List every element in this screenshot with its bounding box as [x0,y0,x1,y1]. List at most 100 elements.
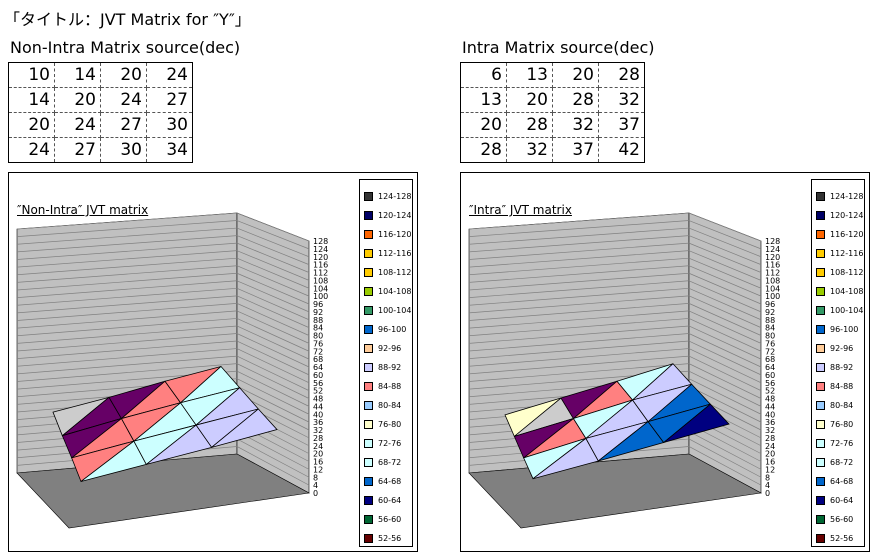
wall-gridline [468,340,690,359]
legend-item: 60-64 [364,494,401,506]
wall-gridline [16,295,238,314]
legend-item: 60-64 [816,494,853,506]
legend-swatch [816,419,825,429]
wall-gridline [16,250,238,268]
legend-swatch [364,514,373,524]
z-tick-label: 96 [313,300,323,309]
wall-gridline [468,363,690,382]
wall-gridline [236,431,310,470]
wall-gridline [16,280,238,298]
legend-swatch [816,362,825,372]
z-tick-label: 68 [765,355,775,364]
intra-source-title: Intra Matrix source(dec) [462,38,655,57]
z-tick-label: 84 [313,324,323,333]
wall-gridline [236,212,310,242]
matrix-cell: 20 [8,112,55,138]
non-intra-chart-plot: 1281241201161121081041009692888480767268… [16,212,328,529]
z-tick-label: 20 [765,450,775,459]
legend-item: 56-60 [816,513,853,525]
wall-gridline [468,333,690,352]
legend-label: 72-76 [830,438,854,448]
legend-label: 68-72 [378,457,402,467]
legend-item: 80-84 [816,399,853,411]
wall-gridline [16,310,238,329]
wall-gridline [236,355,310,391]
legend-swatch [364,210,373,220]
legend-swatch [364,419,373,429]
legend-swatch [816,343,825,353]
wall-gridline [688,370,762,407]
z-tick-label: 128 [313,237,328,246]
wall-gridline [16,272,238,291]
legend-label: 80-84 [378,400,402,410]
legend-label: 120-124 [830,210,864,220]
z-tick-label: 28 [313,434,323,443]
wall-gridline [468,272,690,291]
legend-item: 104-108 [364,285,411,297]
legend-swatch [816,381,825,391]
matrix-cell: 30 [100,137,147,163]
wall-gridline [236,438,310,478]
matrix-cell: 14 [54,62,101,88]
legend-item: 112-116 [816,247,863,259]
z-tick-label: 56 [313,379,323,388]
legend-swatch [364,533,373,543]
non-intra-source-title: Non-Intra Matrix source(dec) [10,38,241,57]
matrix-cell: 24 [100,87,147,113]
legend-item: 100-104 [364,304,411,316]
wall-gridline [236,370,310,407]
wall-gridline [468,265,690,283]
legend-item: 76-80 [816,418,853,430]
legend-item: 68-72 [364,456,401,468]
legend-swatch [364,400,373,410]
non-intra-chart: 128 124 120 116 112 108 104 100 96 92 88 84 80 76 72 68… [8,172,418,552]
wall-gridline [236,250,310,281]
wall-gridline [236,340,310,376]
matrix-cell: 28 [552,87,599,113]
z-tick-label: 68 [313,355,323,364]
matrix-row: 24 27 30 34 [8,137,193,163]
wall-gridline [688,272,762,305]
legend-label: 108-112 [378,267,412,277]
legend-swatch [364,343,373,353]
legend-swatch [816,305,825,315]
legend-label: 84-88 [378,381,402,391]
z-tick-label: 60 [313,371,323,380]
wall-gridline [236,257,310,289]
legend-label: 96-100 [378,324,407,334]
matrix-cell: 24 [146,62,193,88]
matrix-cell: 24 [8,137,55,163]
z-tick-label: 112 [765,269,780,278]
wall-gridline [236,378,310,415]
wall-gridline [16,212,238,230]
wall-gridline [236,318,310,352]
z-tick-label: 108 [313,276,328,285]
z-tick-label: 20 [313,450,323,459]
wall-gridline [16,340,238,359]
legend-item: 76-80 [364,418,401,430]
legend-swatch [816,267,825,277]
legend-label: 104-108 [378,286,412,296]
legend-item: 64-68 [364,475,401,487]
z-tick-label: 24 [765,442,775,451]
matrix-row: 28 32 37 42 [460,137,645,163]
wall-gridline [236,265,310,297]
legend-item: 120-124 [816,209,863,221]
legend-item: 52-56 [364,532,401,544]
z-tick-label: 32 [765,426,775,435]
wall-gridline [688,318,762,352]
legend-item: 92-96 [816,342,853,354]
wall-gridline [16,242,238,260]
page-title: 「タイトル：JVT Matrix for ″Y″」 [4,10,251,29]
wall-gridline [468,355,690,375]
legend-label: 76-80 [378,419,402,429]
legend-item: 52-56 [816,532,853,544]
legend-item: 108-112 [816,266,863,278]
z-tick-label: 16 [313,458,323,467]
matrix-cell: 42 [598,137,645,163]
legend-label: 76-80 [830,419,854,429]
legend-label: 108-112 [830,267,864,277]
legend-label: 52-56 [830,533,854,543]
z-tick-label: 116 [313,261,328,270]
z-tick-label: 72 [313,347,323,356]
